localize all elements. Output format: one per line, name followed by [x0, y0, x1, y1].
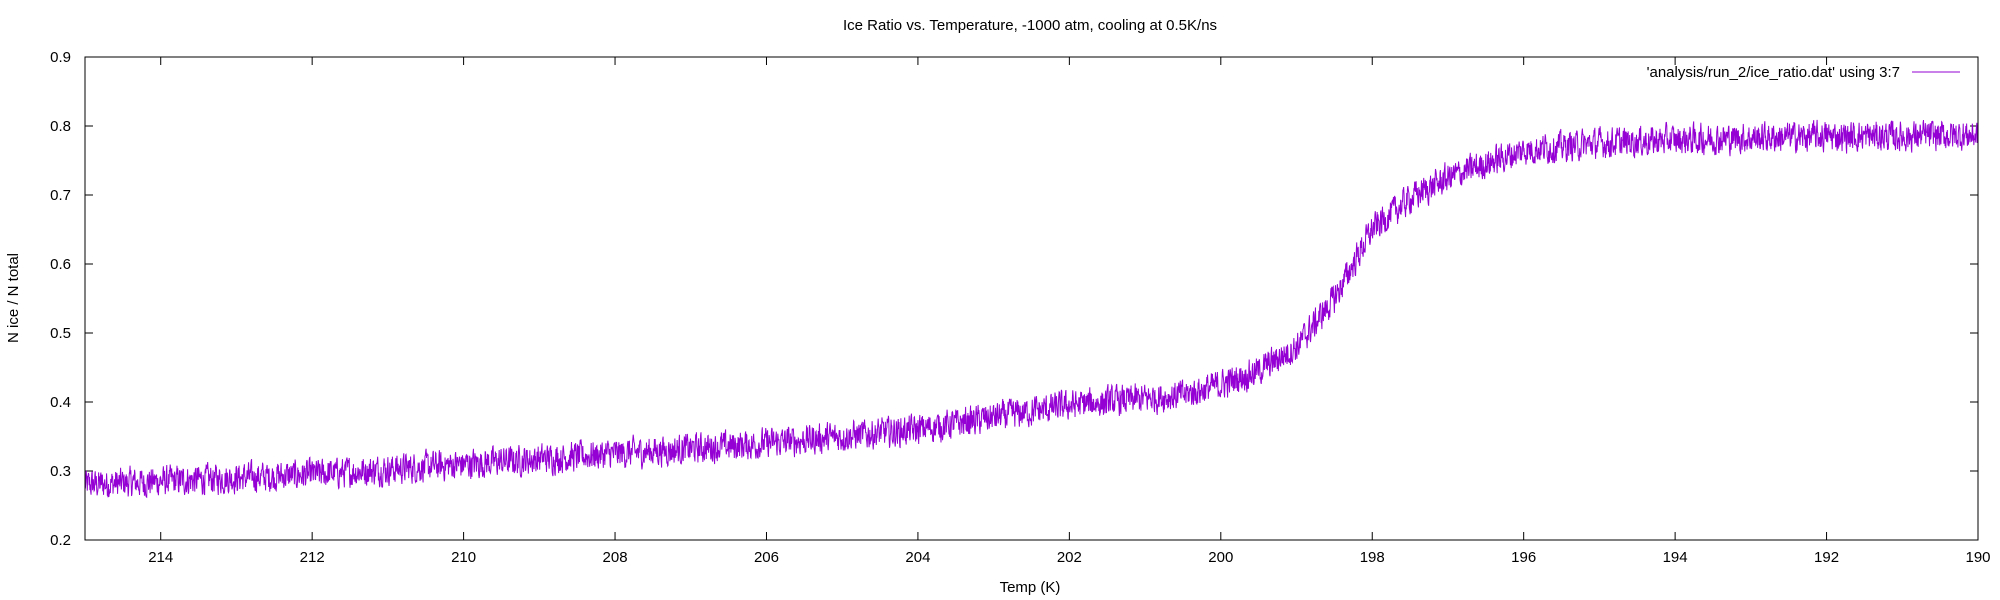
legend-label: 'analysis/run_2/ice_ratio.dat' using 3:7	[1647, 64, 1900, 81]
legend: 'analysis/run_2/ice_ratio.dat' using 3:7	[1647, 64, 1960, 81]
y-tick-label: 0.7	[50, 187, 71, 204]
x-tick-label: 206	[754, 549, 779, 566]
y-tick-label: 0.2	[50, 532, 71, 549]
y-tick-label: 0.5	[50, 325, 71, 342]
x-tick-label: 204	[905, 549, 930, 566]
y-tick-label: 0.8	[50, 118, 71, 135]
x-tick-label: 194	[1663, 549, 1688, 566]
series-line	[84, 119, 1979, 499]
y-tick-label: 0.3	[50, 463, 71, 480]
x-tick-label: 192	[1814, 549, 1839, 566]
x-tick-label: 210	[451, 549, 476, 566]
chart-title: Ice Ratio vs. Temperature, -1000 atm, co…	[843, 17, 1217, 34]
x-tick-label: 208	[603, 549, 628, 566]
x-axis-label: Temp (K)	[1000, 579, 1061, 596]
x-tick-label: 196	[1511, 549, 1536, 566]
plot-area	[84, 119, 1979, 499]
x-tick-label: 190	[1965, 549, 1990, 566]
y-tick-label: 0.4	[50, 394, 71, 411]
x-tick-label: 200	[1208, 549, 1233, 566]
y-tick-label: 0.9	[50, 49, 71, 66]
x-tick-label: 202	[1057, 549, 1082, 566]
plot-frame	[84, 56, 1979, 541]
y-axis-ticks: 0.2 0.3 0.4 0.5 0.6 0.7 0.8 0.9	[50, 49, 1978, 549]
y-tick-label: 0.6	[50, 256, 71, 273]
x-axis-ticks: 214 212 210 208 206 204 202 200 198 196 194 192 190	[148, 57, 1991, 566]
x-tick-label: 198	[1360, 549, 1385, 566]
x-tick-label: 214	[148, 549, 173, 566]
y-axis-label: N ice / N total	[5, 253, 22, 343]
x-tick-label: 212	[300, 549, 325, 566]
